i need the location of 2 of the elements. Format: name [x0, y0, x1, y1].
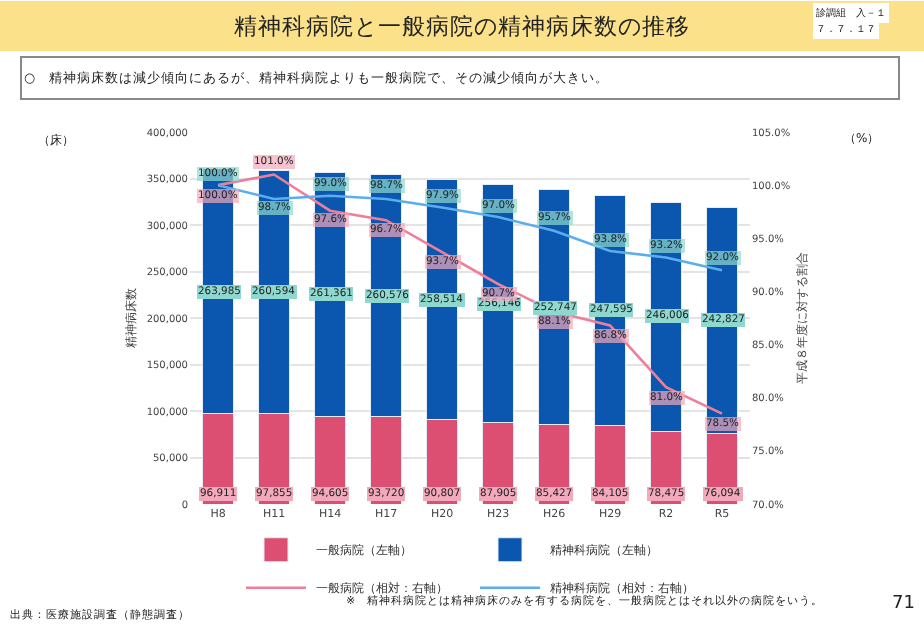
text: 71 — [892, 594, 915, 614]
chart-title: 精神科病院と一般病院の精神病床数の推移 — [234, 12, 690, 40]
